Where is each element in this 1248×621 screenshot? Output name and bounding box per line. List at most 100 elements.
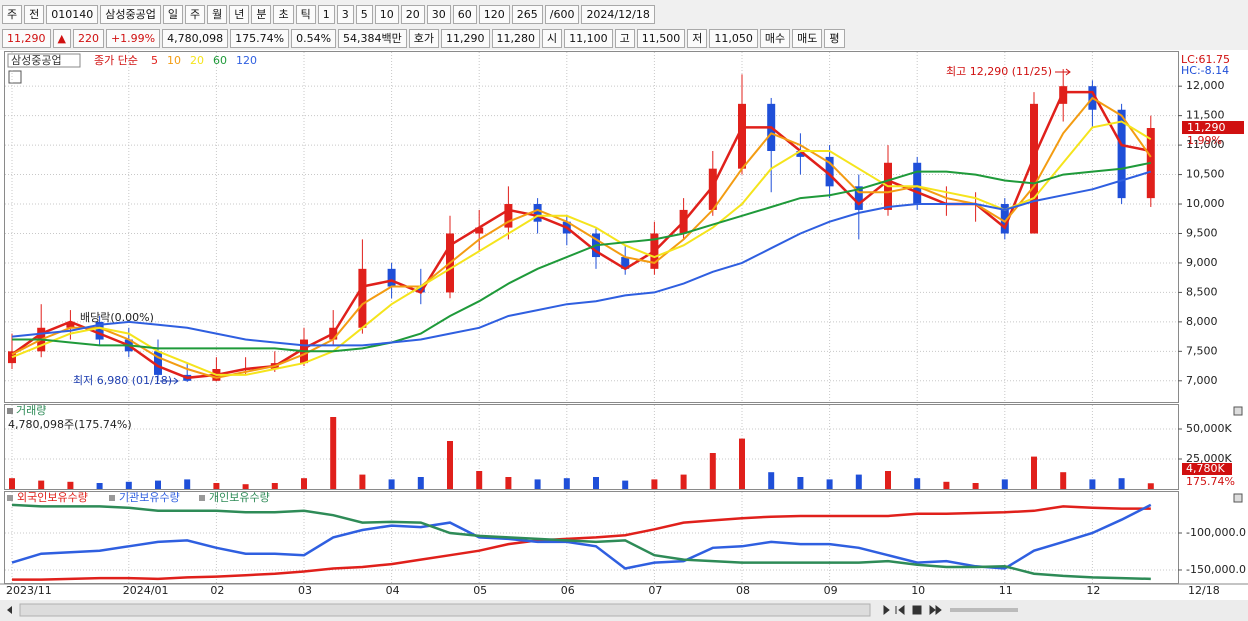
candle-body <box>708 168 717 210</box>
volume-bar <box>739 438 745 489</box>
toolbar-item[interactable]: 220 <box>72 28 104 48</box>
series-line <box>11 120 1152 376</box>
toolbar-item[interactable]: 주 <box>184 4 206 24</box>
toolbar-item[interactable]: 일 <box>162 4 183 24</box>
toolbar-item[interactable]: 0.54% <box>291 28 337 48</box>
toolbar-item[interactable]: 60 <box>452 4 477 24</box>
series-line <box>12 505 1151 581</box>
y-tick-label: 8,500 <box>1186 285 1218 298</box>
toolbar-item[interactable]: 분 <box>251 4 272 24</box>
annotation: 최저 6,980 (01/18) <box>73 374 172 387</box>
legend-entry: 120 <box>236 54 257 67</box>
toolbar-item[interactable]: 10 <box>374 4 399 24</box>
volume-bar <box>885 471 891 489</box>
volume-bar <box>271 483 278 489</box>
toolbar-item[interactable]: +1.99% <box>105 28 161 48</box>
toolbar-item[interactable]: 시 <box>542 28 563 48</box>
toolbar-item[interactable]: /600 <box>544 4 580 24</box>
toolbar-item[interactable]: 175.74% <box>230 28 290 48</box>
volume-bar <box>534 479 541 489</box>
scroll-left[interactable] <box>7 606 12 614</box>
toolbar-item[interactable]: 주 <box>2 4 23 24</box>
legend-box <box>7 53 81 68</box>
toolbar-item[interactable]: 4,780,098 <box>162 28 229 48</box>
grid-icon[interactable] <box>8 70 22 84</box>
volume-bar <box>797 477 804 489</box>
toolbar-item[interactable]: 1 <box>317 4 335 24</box>
volume-bar <box>1060 472 1067 489</box>
legend-entry: 20 <box>190 54 204 67</box>
x-tick-label: 09 <box>824 584 838 597</box>
volume-bar <box>709 453 716 489</box>
toolbar-item[interactable]: 틱 <box>295 4 316 24</box>
toolbar-item[interactable]: 30 <box>426 4 451 24</box>
volume-bar <box>1031 456 1037 489</box>
toolbar-item[interactable]: 호가 <box>408 28 440 48</box>
volume-panel <box>4 404 1179 490</box>
toolbar-item[interactable]: 11,100 <box>564 28 613 48</box>
volume-bar <box>38 480 45 489</box>
series-line <box>12 161 1151 353</box>
y-tick-label: 50,000K <box>1186 422 1232 435</box>
toolbar-item[interactable]: 5 <box>355 4 373 24</box>
last-price-label: 11,290 <box>1187 121 1226 134</box>
toolbar-item[interactable]: 매도 <box>792 28 823 48</box>
volume-bar <box>1147 483 1154 489</box>
toolbar-item[interactable]: 54,384백만 <box>338 28 407 48</box>
toolbar-item[interactable]: 고 <box>614 28 635 48</box>
toolbar-item[interactable]: 2024/12/18 <box>581 4 655 24</box>
candle-body <box>854 186 863 210</box>
volume-bar <box>447 441 453 489</box>
zoom-slider[interactable] <box>950 608 1018 612</box>
scroll-track[interactable] <box>19 603 871 617</box>
panel-close[interactable] <box>1233 406 1243 416</box>
volume-bar <box>505 477 512 489</box>
candle-body <box>504 204 513 228</box>
volume-bar <box>417 477 424 489</box>
candle-body <box>8 351 16 364</box>
volume-bar <box>301 478 307 489</box>
toolbar-item[interactable]: 저 <box>687 28 708 48</box>
toolbar-item[interactable]: 매수 <box>759 28 791 48</box>
volume-bar <box>914 478 921 489</box>
toolbar-item[interactable]: 11,290 <box>441 28 490 48</box>
toolbar-item[interactable]: 11,280 <box>491 28 541 48</box>
toolbar-item[interactable]: 초 <box>273 4 294 24</box>
toolbar-item[interactable]: 11,500 <box>636 28 686 48</box>
y-tick-label: -100,000.0 <box>1186 526 1246 539</box>
legend-title: 삼성중공업 <box>11 54 62 67</box>
legend-swatch <box>199 495 205 501</box>
toolbar-row: 주 전 010140 삼성중공업 일 주 월 년 분 초 틱 1 3 5 10 20 30 60 120 265/60… <box>2 4 655 24</box>
toolbar-item[interactable]: 삼성중공업 <box>100 4 161 24</box>
volume-bar <box>476 471 483 489</box>
x-tick-label: 11 <box>999 584 1013 597</box>
candle-body <box>796 150 805 157</box>
panel-close[interactable] <box>1233 493 1243 503</box>
toolbar-item[interactable]: 265 <box>511 4 543 24</box>
toolbar-item[interactable]: 년 <box>229 4 250 24</box>
x-tick-label: 07 <box>648 584 662 597</box>
toolbar-item[interactable]: 11,290 <box>2 28 51 48</box>
toolbar-item[interactable]: 20 <box>400 4 425 24</box>
toolbar-item[interactable]: ▲ <box>52 28 71 48</box>
legend-entry: 60 <box>213 54 227 67</box>
toolbar-item[interactable]: 010140 <box>46 4 99 24</box>
volume-bar <box>67 481 74 489</box>
x-tick-label: 06 <box>561 584 575 597</box>
toolbar-item[interactable]: 11,050 <box>709 28 758 48</box>
toolbar-item[interactable]: 120 <box>478 4 510 24</box>
price-panel <box>4 51 1179 403</box>
y-tick-label: 12,000 <box>1186 79 1225 92</box>
toolbar-item[interactable]: 3 <box>336 4 354 24</box>
volume-bar <box>9 478 15 489</box>
candle-body <box>358 268 367 328</box>
toolbar-item[interactable]: 월 <box>207 4 228 24</box>
annotation-arrow <box>160 377 179 385</box>
toolbar-item[interactable]: 평 <box>824 28 845 48</box>
y-tick-label: 10,500 <box>1186 168 1225 181</box>
volume-bar <box>680 474 687 489</box>
playback-buttons[interactable] <box>883 604 942 616</box>
toolbar-item[interactable]: 전 <box>24 4 45 24</box>
candle-body <box>154 351 162 375</box>
